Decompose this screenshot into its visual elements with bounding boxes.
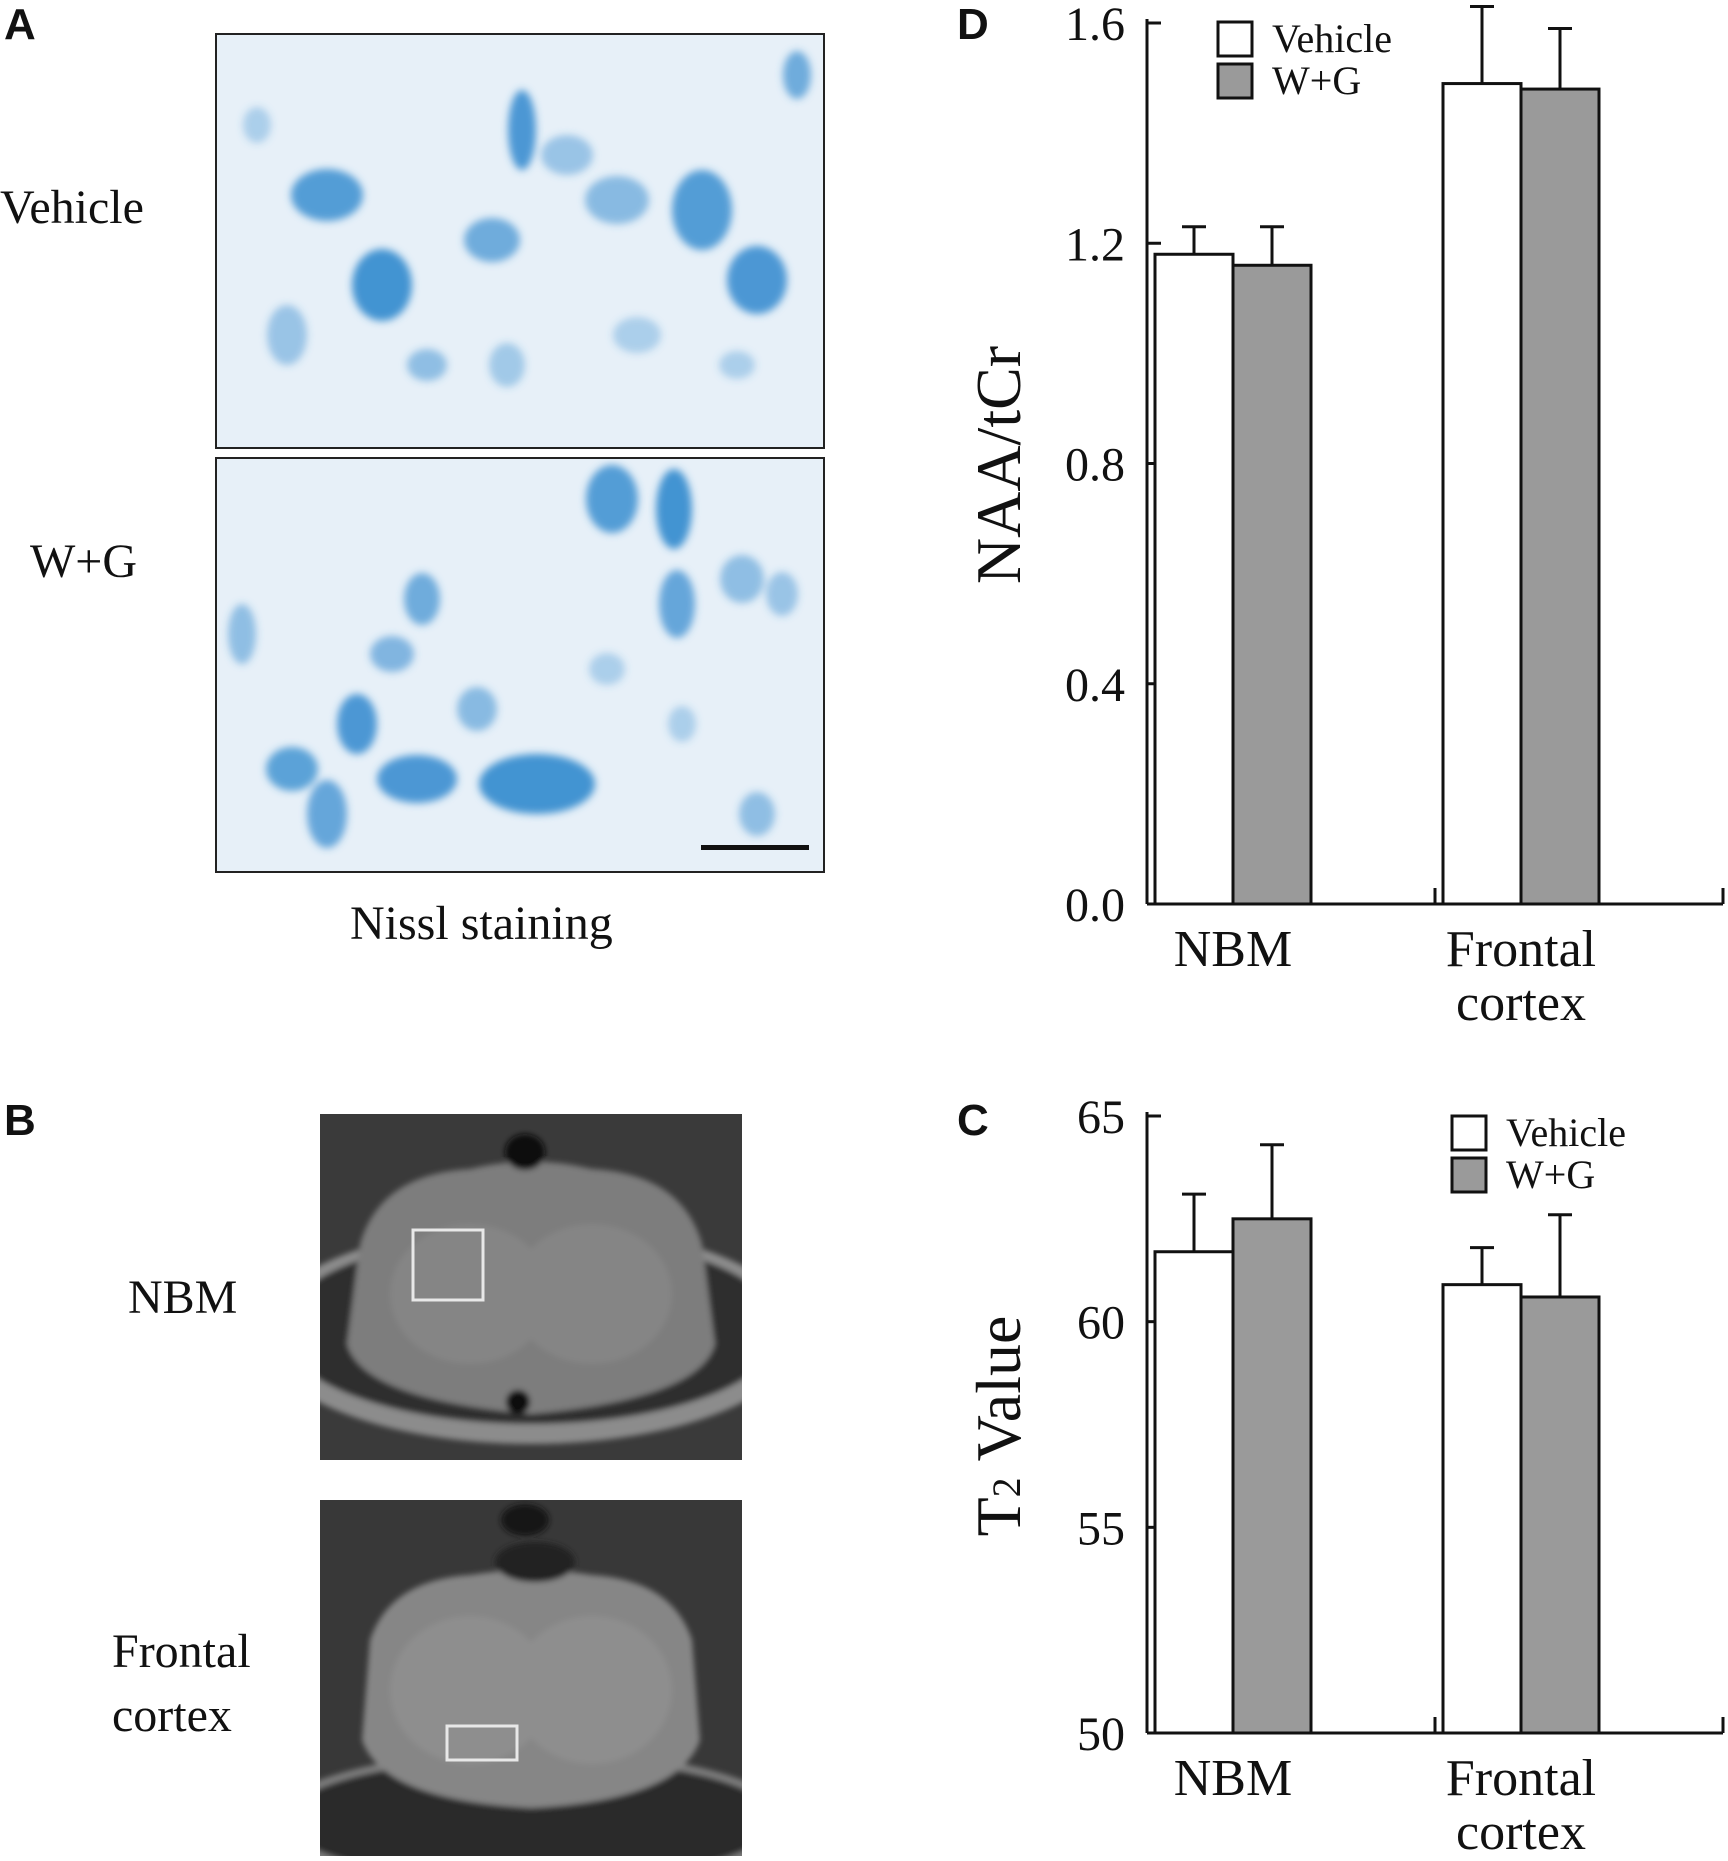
y-tick-label: 0.8 [1065, 439, 1125, 492]
bar-nbm-vehicle [1153, 1250, 1235, 1735]
roi-box-frontal-cortex [445, 1724, 519, 1762]
row-label-wg: W+G [30, 535, 138, 588]
bar-nbm-vehicle [1153, 252, 1235, 906]
row-label-vehicle: Vehicle [0, 181, 144, 234]
y-axis-label: T2 Value [963, 1316, 1034, 1537]
bar-frontal-cortex-vehicle [1441, 1283, 1523, 1735]
y-tick-label: 1.2 [1065, 218, 1125, 271]
y-tick-label: 60 [1077, 1297, 1125, 1350]
x-category-label: NBM [1174, 1750, 1292, 1807]
y-tick-label: 0.0 [1065, 879, 1125, 932]
panel-letter-c: C [957, 1096, 989, 1145]
y-tick-label: 50 [1077, 1708, 1125, 1761]
legend-label: W+G [1506, 1152, 1595, 1197]
mri-image-nbm [320, 1114, 742, 1460]
legend-swatch [1450, 1114, 1488, 1152]
legend-label: W+G [1272, 58, 1361, 103]
x-category-label: NBM [1174, 921, 1292, 978]
legend-swatch [1450, 1156, 1488, 1194]
chart-naa-tcr: 0.0 0.4 0.8 1.2 1.6 NBM Frontal cortex VehicleW+… [963, 0, 1725, 1032]
y-tick-label: 0.4 [1065, 659, 1125, 712]
nissl-image-wg [215, 457, 825, 873]
panel-a-caption: Nissl staining [350, 897, 613, 950]
y-tick-label: 55 [1077, 1502, 1125, 1555]
bar-frontal-cortex-wg [1519, 1295, 1601, 1735]
row-label-frontal-cortex: Frontal cortex [112, 1625, 251, 1742]
panel-letter-b: B [4, 1096, 36, 1145]
bar-frontal-cortex-vehicle [1441, 82, 1523, 906]
x-category-label: Frontal cortex [1446, 1750, 1596, 1861]
legend-swatch [1216, 20, 1254, 58]
legend-label: Vehicle [1272, 16, 1392, 61]
bar-nbm-wg [1231, 263, 1313, 906]
panel-letter-a: A [4, 0, 36, 49]
nissl-image-vehicle [215, 33, 825, 449]
mri-image-frontal-cortex [320, 1500, 742, 1856]
y-tick-label: 1.6 [1065, 0, 1125, 51]
legend-label: Vehicle [1506, 1110, 1626, 1155]
roi-box-nbm [411, 1228, 485, 1302]
y-axis-label: NAA/tCr [963, 346, 1034, 584]
panel-letter-d: D [957, 0, 989, 49]
bar-nbm-wg [1231, 1217, 1313, 1735]
row-label-nbm: NBM [128, 1271, 238, 1324]
bar-frontal-cortex-wg [1519, 87, 1601, 906]
y-tick-label: 65 [1077, 1096, 1125, 1144]
legend-swatch [1216, 62, 1254, 100]
x-category-label: Frontal cortex [1446, 921, 1596, 1032]
scale-bar [701, 845, 809, 850]
